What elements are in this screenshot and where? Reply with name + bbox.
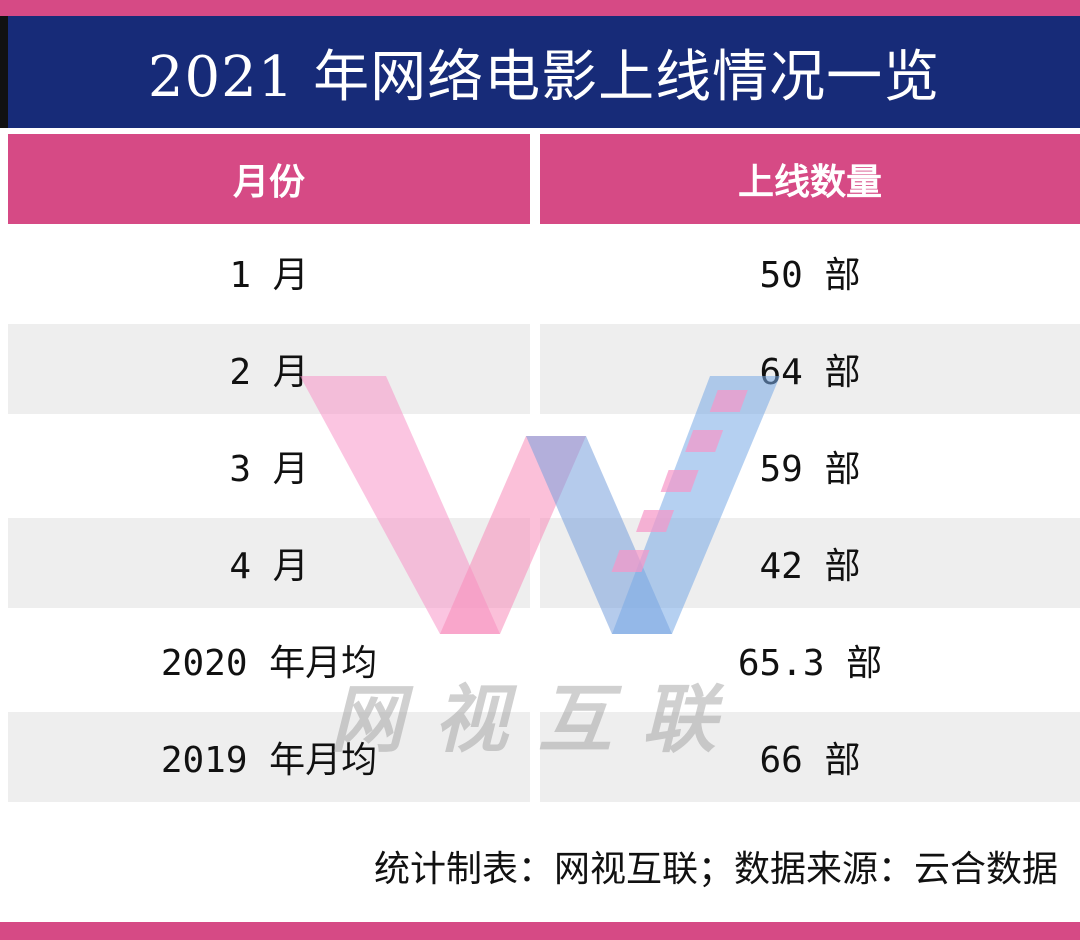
- month-cell: 3 月: [229, 449, 309, 490]
- count-cell: 50 部: [759, 255, 861, 296]
- page-title: 2021 年网络电影上线情况一览: [147, 44, 941, 110]
- table-row: 2 月 64 部: [0, 321, 1080, 418]
- month-cell: 2020 年月均: [160, 643, 378, 684]
- count-cell: 59 部: [759, 449, 861, 490]
- month-cell: 1 月: [229, 255, 309, 296]
- table-header-row: 月份 上线数量: [0, 134, 1080, 224]
- month-cell: 2019 年月均: [8, 712, 530, 802]
- count-cell: 65.3 部: [737, 643, 883, 684]
- table-row: 1 月 50 部: [0, 224, 1080, 321]
- count-cell: 42 部: [540, 518, 1080, 608]
- header-count: 上线数量: [540, 134, 1080, 224]
- table-row: 2020 年月均 65.3 部: [0, 612, 1080, 709]
- title-banner: 2021 年网络电影上线情况一览: [0, 16, 1080, 128]
- data-table: 月份 上线数量 1 月 50 部 2 月 64 部 3 月 59 部 4 月 4…: [0, 134, 1080, 806]
- table-row: 3 月 59 部: [0, 418, 1080, 515]
- table-row: 4 月 42 部: [0, 515, 1080, 612]
- count-cell: 66 部: [540, 712, 1080, 802]
- month-cell: 4 月: [8, 518, 530, 608]
- source-note: 统计制表：网视互联；数据来源：云合数据: [373, 849, 1058, 890]
- table-row: 2019 年月均 66 部: [0, 709, 1080, 806]
- top-accent-bar: [0, 0, 1080, 16]
- bottom-accent-bar: [0, 922, 1080, 940]
- header-month: 月份: [8, 134, 530, 224]
- month-cell: 2 月: [8, 324, 530, 414]
- count-cell: 64 部: [540, 324, 1080, 414]
